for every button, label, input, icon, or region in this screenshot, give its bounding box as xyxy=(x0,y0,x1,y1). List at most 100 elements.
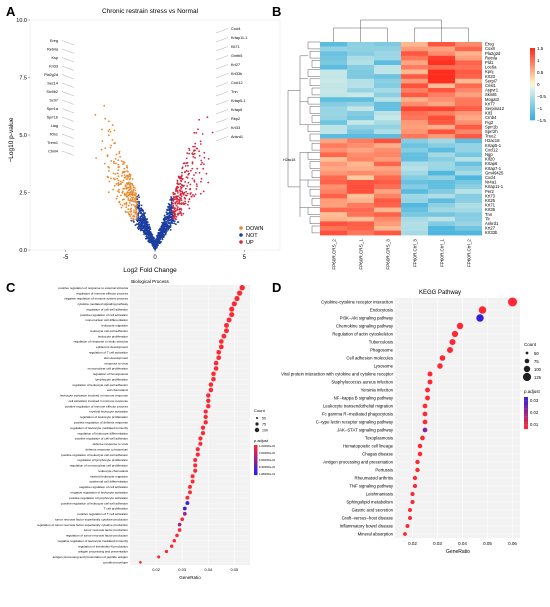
kegg-legend-gradient xyxy=(524,421,528,423)
volcano-point xyxy=(199,140,202,143)
volcano-gene-label: Ankrd1 xyxy=(231,135,243,139)
heatmap-cell xyxy=(374,212,401,217)
volcano-point xyxy=(126,174,128,177)
go-term-label: positive regulation of defense response xyxy=(74,421,128,425)
volcano-point xyxy=(106,155,109,158)
volcano-point xyxy=(184,200,187,203)
volcano-point xyxy=(188,152,191,155)
volcano-point xyxy=(194,193,197,196)
volcano-point xyxy=(136,198,139,201)
heatmap-cell xyxy=(401,193,428,199)
volcano-point xyxy=(168,219,171,222)
heatmap-cell xyxy=(455,216,482,222)
go-dot xyxy=(139,561,142,564)
volcano-point xyxy=(129,173,132,176)
volcano-point xyxy=(177,195,180,198)
kegg-term-label: Toxoplasmosis xyxy=(365,436,393,441)
volcano-point xyxy=(150,234,153,237)
scale-segment xyxy=(530,96,535,99)
volcano-point xyxy=(172,202,175,205)
go-term-label: cell activation involved in immune respo… xyxy=(69,399,129,403)
go-term-label: regulation of mononuclear cell prolifera… xyxy=(70,464,129,468)
volcano-point xyxy=(179,194,182,197)
heatmap-cell xyxy=(347,230,374,236)
volcano-point xyxy=(132,184,134,187)
go-term-label: regulation of cell-cell adhesion xyxy=(86,307,128,311)
volcano-point xyxy=(137,214,140,217)
volcano-point xyxy=(187,173,190,176)
kegg-dot xyxy=(403,532,407,536)
go-dot xyxy=(208,382,214,387)
go-title: Biological Process xyxy=(131,279,169,284)
heatmap-cell xyxy=(455,129,482,135)
heatmap-cell xyxy=(320,65,347,70)
volcano-point xyxy=(123,202,126,205)
heatmap-cell xyxy=(374,46,401,52)
heatmap-cell xyxy=(455,92,482,98)
scale-segment xyxy=(530,79,535,82)
heatmap-cells xyxy=(320,42,482,236)
go-legend-gradient xyxy=(254,467,258,470)
volcano-gene-label: Ctml4 xyxy=(48,150,58,154)
heatmap-row-dendrogram xyxy=(287,41,320,234)
scale-label: 0.5 xyxy=(537,70,544,75)
volcano-point xyxy=(120,174,123,177)
go-legend-gradient xyxy=(254,445,258,447)
volcano-point xyxy=(166,212,169,215)
volcano-point xyxy=(123,194,126,197)
volcano-point xyxy=(128,178,131,181)
volcano-point xyxy=(123,174,126,177)
heatmap-cell xyxy=(428,216,455,222)
volcano-gene-label: Ereg xyxy=(50,39,58,43)
scale-segment xyxy=(530,74,535,78)
scale-label: −1 xyxy=(537,106,543,111)
volcano-gene-label: Sprr1a xyxy=(47,107,59,111)
heatmap-gene-label: Krt33b xyxy=(485,230,498,235)
heatmap-cell xyxy=(428,46,455,52)
volcano-point xyxy=(126,166,129,169)
kegg-legend-gradient xyxy=(524,409,528,412)
volcano-point xyxy=(142,213,144,216)
heatmap-cell xyxy=(320,230,347,236)
go-term-label: regulation of leukocyte cell-cell adhesi… xyxy=(72,383,128,387)
kegg-legend-size-label: 125 xyxy=(534,375,542,380)
go-term-label: antigen processing and presentation of p… xyxy=(53,555,129,559)
heatmap-cell xyxy=(320,221,347,227)
panel-letter-a: A xyxy=(6,4,16,19)
volcano-point xyxy=(114,173,117,175)
kegg-dot xyxy=(449,338,456,346)
volcano-point xyxy=(129,175,131,178)
go-dot xyxy=(218,339,224,344)
volcano-point xyxy=(124,176,127,178)
volcano-point xyxy=(127,170,129,173)
volcano-point xyxy=(129,199,132,202)
volcano-legend-dot xyxy=(239,233,243,237)
heatmap-cell xyxy=(401,170,428,176)
volcano-point xyxy=(136,206,139,209)
heatmap-cell xyxy=(401,78,428,84)
volcano-gene-label: Cxcl4 xyxy=(231,27,241,31)
volcano-point xyxy=(175,223,177,226)
volcano-point xyxy=(103,104,106,107)
volcano-label-leader xyxy=(215,46,229,52)
kegg-dot xyxy=(405,524,410,528)
heatmap-cell xyxy=(347,124,374,130)
heatmap-cell xyxy=(428,189,455,194)
volcano-point xyxy=(117,179,120,182)
volcano-point xyxy=(127,208,130,211)
heatmap-sample-labels: FP60R.CRS_2 FP60R.CRS_1 FP60R.CRS_3 FP60R.C… xyxy=(332,239,472,270)
scale-segment xyxy=(530,93,535,97)
heatmap-gene-label: Pld1 xyxy=(485,60,494,65)
heatmap-cell xyxy=(374,134,401,139)
heatmap-cell xyxy=(401,101,428,107)
volcano-point xyxy=(142,222,145,225)
volcano-point xyxy=(187,181,190,184)
go-term-label: tumor necrosis factor production xyxy=(84,528,128,532)
heatmap-gene-label: Ngp xyxy=(485,152,493,157)
volcano-point xyxy=(138,221,141,224)
go-legend-count-title: Count xyxy=(254,408,266,413)
volcano-point xyxy=(131,192,134,195)
scale-segment xyxy=(530,103,535,106)
kegg-legend-gradient xyxy=(524,425,528,428)
heatmap-cell xyxy=(347,74,374,79)
